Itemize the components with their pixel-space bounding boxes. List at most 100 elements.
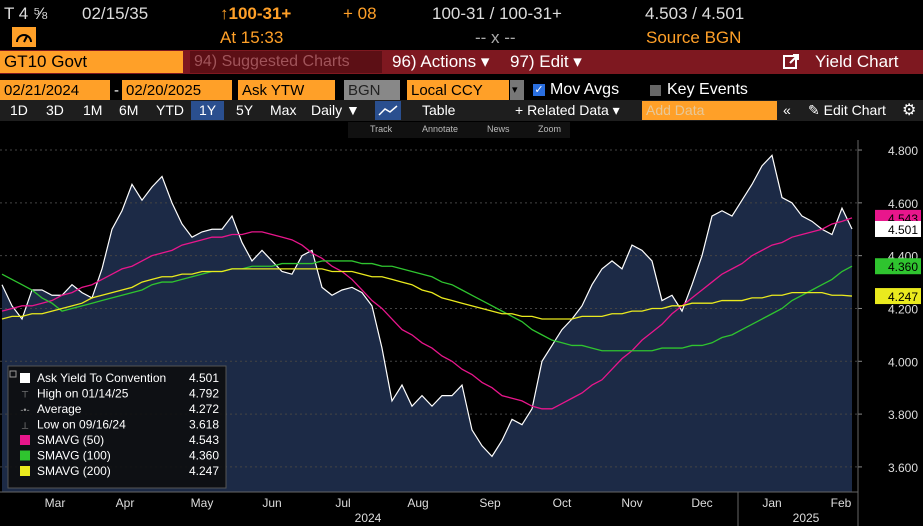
x-tick-label: May [191, 496, 214, 510]
tool-button[interactable]: Zoom [538, 124, 562, 134]
x-tick-label: Jan [762, 496, 781, 510]
end-label-box [875, 220, 921, 237]
tool-button[interactable]: News [487, 124, 510, 134]
legend-collapse [9, 370, 17, 378]
legend-value: 4.247 [189, 464, 219, 478]
moving-average-line [1, 260, 853, 352]
function-title: Yield Chart [815, 52, 899, 71]
legend-label: SMAVG (100) [37, 449, 111, 463]
legend-box [7, 365, 227, 489]
legend-swatch [20, 450, 30, 461]
end-label: 4.247 [888, 290, 918, 304]
y-tick-label: 4.200 [888, 302, 918, 316]
period-button[interactable]: 6M [119, 102, 139, 118]
source-field[interactable]: BGN [344, 80, 400, 101]
moving-average-line [1, 268, 853, 320]
legend-value: 4.792 [189, 387, 219, 401]
table-button[interactable]: Table [422, 102, 456, 118]
menu-edit[interactable]: 97) Edit ▾ [506, 51, 586, 73]
source: Source BGN [646, 28, 742, 47]
legend-value: 4.543 [189, 433, 219, 447]
x-tick-label: Jun [262, 496, 281, 510]
legend-symbol: ⊤ [21, 390, 29, 400]
tool-bar [348, 122, 570, 138]
field[interactable]: Ask YTW [238, 80, 335, 101]
x-tick-label: Feb [831, 496, 852, 510]
yield-line [1, 154, 853, 458]
edit-chart-label[interactable]: Edit Chart [823, 102, 886, 118]
legend-value: 3.618 [189, 418, 219, 432]
period-button[interactable]: 1D [10, 102, 28, 118]
bid-ask-price: 100-31 / 100-31+ [432, 4, 562, 23]
end-label-box [875, 258, 921, 275]
security-field[interactable]: GT10 Govt [0, 51, 183, 73]
edit-chart[interactable]: ✎ Edit Chart [808, 102, 886, 118]
chart-type-icon[interactable] [375, 101, 401, 120]
x-tick-label: Sep [479, 496, 501, 510]
change-price: ↑100-31+ [220, 4, 292, 23]
x-tick-label: Dec [691, 496, 712, 510]
change: + 08 [343, 4, 377, 23]
menu-suggested[interactable]: 94) Suggested Charts [190, 51, 382, 73]
period-button[interactable]: 3D [46, 102, 64, 118]
currency[interactable]: Local CCY [407, 80, 509, 101]
date-dash: - [114, 82, 119, 99]
end-label: 4.360 [888, 260, 918, 274]
period-button[interactable]: Max [270, 102, 297, 118]
mov-avgs[interactable]: Mov Avgs [550, 81, 620, 98]
legend-label: Average [37, 402, 82, 416]
settings-gear[interactable]: ⚙ [902, 102, 917, 119]
legend-label: SMAVG (50) [37, 433, 104, 447]
key-events-checkbox[interactable] [650, 85, 661, 96]
related-data[interactable]: + Related Data ▾ [515, 102, 620, 118]
currency-dropdown[interactable]: ▾ [510, 80, 524, 101]
period-button[interactable]: 5Y [236, 102, 254, 118]
time: At 15:33 [220, 28, 284, 47]
x-tick-label: Jul [335, 496, 350, 510]
legend-label: Low on 09/16/24 [37, 418, 126, 432]
legend-swatch [20, 435, 30, 445]
collapse-button[interactable]: « [783, 102, 791, 118]
menu-actions[interactable]: 96) Actions ▾ [388, 51, 489, 73]
ticker: T 4 ⅝ [4, 4, 48, 23]
y-tick-label: 4.600 [888, 197, 918, 211]
x-tick-label: Aug [407, 496, 428, 510]
y-tick-label: 4.000 [888, 355, 918, 369]
popout-icon[interactable] [782, 53, 800, 71]
legend-value: 4.360 [189, 449, 219, 463]
start-date[interactable]: 02/21/2024 [0, 80, 110, 101]
legend: Ask Yield To Convention 4.501 ⊤ High on 01/… [7, 365, 227, 489]
tool-button[interactable]: Annotate [422, 124, 459, 134]
y-tick-label: 4.800 [888, 144, 918, 158]
frequency[interactable]: Daily ▼ [311, 102, 360, 118]
legend-label: Ask Yield To Convention [37, 371, 166, 385]
legend-label: High on 01/14/25 [37, 387, 129, 401]
bid-ask-yield: 4.503 / 4.501 [645, 4, 745, 23]
end-label-box [875, 288, 921, 305]
key-events[interactable]: Key Events [667, 81, 748, 98]
period-button[interactable]: 1Y [191, 101, 225, 120]
moving-average-line [1, 217, 853, 410]
period-button[interactable]: YTD [156, 102, 184, 118]
end-date[interactable]: 02/20/2025 [122, 80, 232, 101]
x-tick-label: Nov [621, 496, 642, 510]
y-tick-label: 3.800 [888, 408, 918, 422]
legend-label: SMAVG (200) [37, 464, 111, 478]
end-label: 4.501 [888, 223, 918, 237]
maturity: 02/15/35 [82, 4, 149, 23]
period-button[interactable]: 1M [83, 102, 103, 118]
tool-button[interactable]: Track [370, 124, 393, 134]
mov-avgs-checkbox[interactable]: ✓ [533, 84, 545, 96]
gauge-icon [12, 27, 36, 47]
legend-swatch [20, 466, 30, 476]
legend-value: 4.272 [189, 402, 219, 416]
year-label: 2025 [793, 511, 820, 525]
legend-value: 4.501 [189, 371, 219, 385]
y-tick-label: 3.600 [888, 461, 918, 475]
legend-symbol: -•- [20, 405, 29, 415]
year-label: 2024 [355, 511, 382, 525]
mid: -- x -- [475, 28, 516, 47]
add-data[interactable]: Add Data [642, 101, 777, 120]
